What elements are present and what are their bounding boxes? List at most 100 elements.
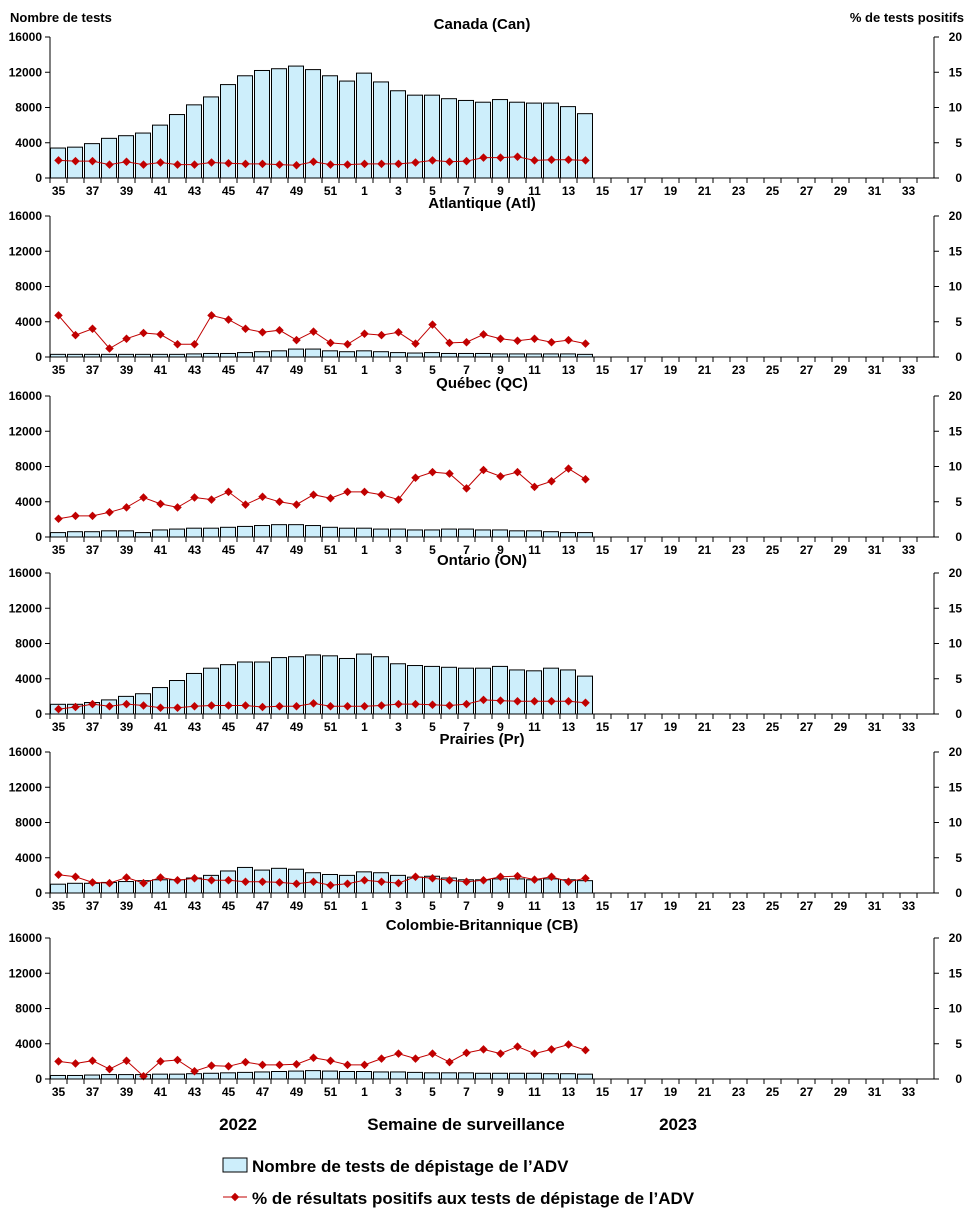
pct-marker (428, 156, 437, 165)
right-tick-label: 15 (949, 966, 963, 980)
pct-marker (377, 701, 386, 710)
bar (356, 1071, 372, 1080)
pct-marker (105, 344, 114, 353)
pct-marker (462, 337, 471, 347)
bar (50, 883, 66, 894)
pct-marker (224, 315, 233, 324)
pct-marker (360, 159, 369, 169)
right-tick-label: 5 (955, 851, 962, 865)
x-tick-label: 35 (52, 1085, 66, 1099)
bar (220, 352, 236, 358)
pct-marker (88, 324, 97, 334)
x-tick-label: 5 (429, 1085, 436, 1099)
pct-marker (377, 159, 386, 169)
x-tick-label: 21 (698, 899, 712, 913)
bar (543, 1073, 559, 1080)
x-tick-label: 33 (902, 720, 916, 734)
pct-marker (462, 484, 471, 493)
right-tick-label: 10 (949, 280, 963, 294)
pct-marker (258, 159, 267, 169)
bar (305, 348, 321, 358)
x-tick-label: 17 (630, 363, 644, 377)
x-tick-label: 49 (290, 720, 304, 734)
bar (526, 102, 542, 179)
bar (509, 101, 525, 179)
bar (203, 527, 219, 538)
pct-marker (394, 878, 403, 888)
pct-marker (360, 329, 369, 338)
pct-marker (445, 876, 454, 885)
pct-marker (564, 464, 573, 473)
bar (254, 525, 270, 538)
x-tick-label: 21 (698, 184, 712, 198)
x-tick-label: 1 (361, 363, 368, 377)
bar (118, 881, 134, 894)
pct-marker (292, 879, 301, 889)
bar (373, 351, 389, 358)
x-tick-label: 11 (528, 543, 541, 557)
pct-marker (360, 1060, 369, 1070)
left-tick-label: 0 (35, 1072, 42, 1086)
x-tick-label: 43 (188, 363, 202, 377)
left-tick-label: 12000 (9, 601, 43, 615)
panel-title: Canada (Can) (434, 16, 531, 33)
x-tick-label: 9 (497, 720, 504, 734)
x-tick-label: 49 (290, 543, 304, 557)
bar (543, 531, 559, 538)
pct-marker (530, 875, 539, 884)
bar (356, 350, 372, 358)
bar (288, 65, 304, 179)
pct-marker (309, 157, 318, 167)
bar (169, 528, 185, 538)
bar (135, 532, 151, 538)
pct-marker (54, 1057, 63, 1066)
x-tick-label: 3 (395, 543, 402, 557)
pct-marker (326, 160, 335, 169)
x-tick-label: 15 (596, 1085, 610, 1099)
bar (390, 352, 406, 358)
legend-bars-label: Nombre de tests de dépistage de l’ADV (252, 1157, 569, 1176)
left-tick-label: 16000 (9, 389, 43, 403)
x-tick-label: 7 (463, 543, 470, 557)
bar (492, 878, 508, 894)
x-tick-label: 5 (429, 899, 436, 913)
x-tick-label: 11 (528, 184, 541, 198)
x-tick-label: 17 (630, 1085, 644, 1099)
x-tick-label: 37 (86, 1085, 100, 1099)
bar (118, 1074, 134, 1080)
pct-marker (581, 474, 590, 484)
pct-marker (428, 467, 437, 477)
bar (475, 667, 491, 715)
right-tick-label: 15 (949, 601, 963, 615)
x-tick-label: 35 (52, 363, 66, 377)
x-tick-label: 7 (463, 720, 470, 734)
left-tick-label: 8000 (15, 1002, 42, 1016)
panel-title: Atlantique (Atl) (428, 195, 535, 212)
pct-marker (445, 1057, 454, 1067)
pct-marker (564, 335, 573, 345)
right-tick-label: 10 (949, 460, 963, 474)
x-tick-label: 37 (86, 363, 100, 377)
x-tick-label: 31 (868, 543, 882, 557)
pct-marker (309, 327, 318, 336)
pct-marker (258, 877, 267, 886)
x-tick-label: 11 (528, 1085, 541, 1099)
bar (577, 675, 593, 715)
x-tick-label: 9 (497, 363, 504, 377)
bar (271, 524, 287, 538)
pct-marker (411, 158, 420, 167)
bar (475, 529, 491, 538)
left-tick-label: 16000 (9, 931, 43, 945)
x-tick-label: 17 (630, 720, 644, 734)
pct-marker (258, 702, 267, 712)
x-tick-label: 5 (429, 184, 436, 198)
panel-4: Ontario (ON)0400080001200016000051015203… (9, 552, 963, 734)
pct-marker (411, 699, 420, 709)
x-tick-label: 39 (120, 363, 134, 377)
x-tick-label: 17 (630, 899, 644, 913)
panel-title: Prairies (Pr) (439, 731, 524, 748)
pct-marker (326, 701, 335, 711)
panel-3: Québec (QC)04000800012000160000510152035… (9, 375, 963, 557)
x-tick-label: 25 (766, 720, 780, 734)
right-tick-label: 0 (955, 530, 962, 544)
